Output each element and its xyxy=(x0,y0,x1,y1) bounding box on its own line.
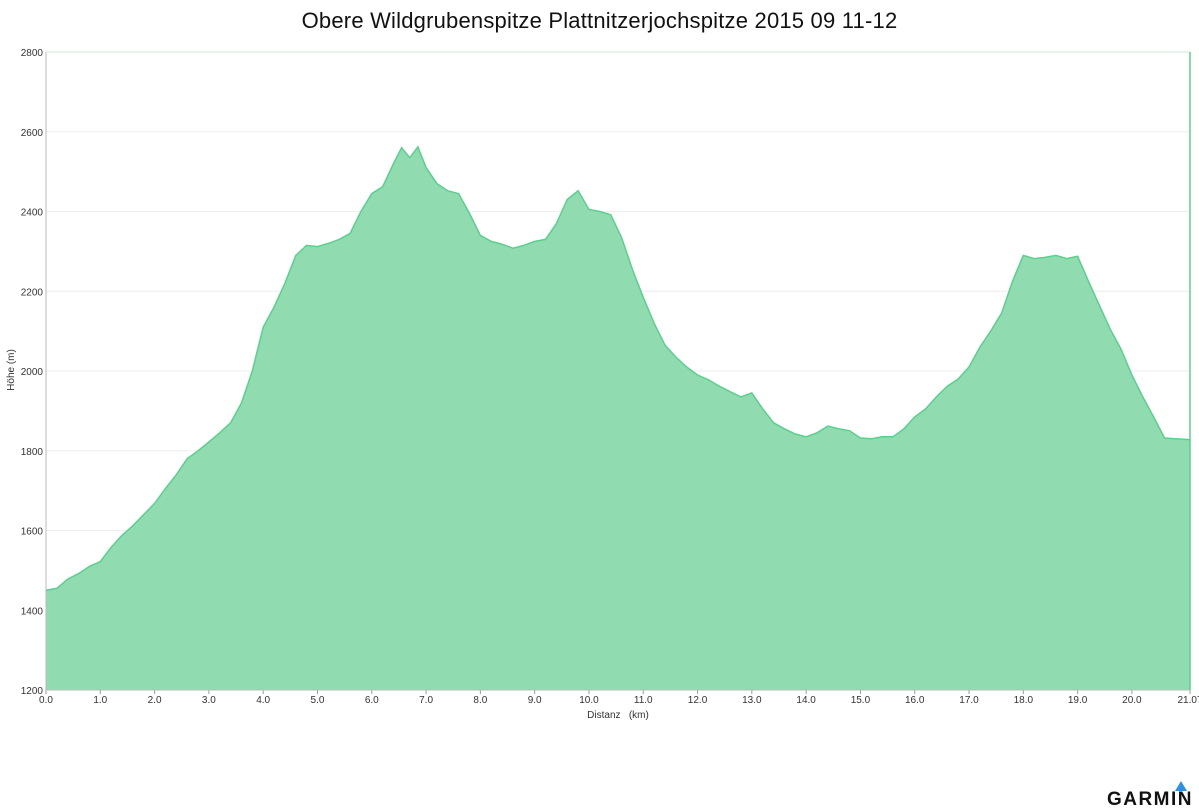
y-tick-label: 2800 xyxy=(21,48,44,59)
elevation-area xyxy=(46,146,1190,690)
x-tick-label: 8.0 xyxy=(473,695,487,706)
x-tick-label: 19.0 xyxy=(1068,695,1088,706)
y-tick-labels: 2800 2600 2400 2200 2000 1800 1600 1400 1200 xyxy=(21,48,44,697)
x-tick-label: 17.0 xyxy=(959,695,979,706)
x-tick-label: 2.0 xyxy=(148,695,162,706)
x-tick-label: 12.0 xyxy=(688,695,708,706)
garmin-logo-text: GARMIN xyxy=(1106,789,1193,810)
y-tick-label: 1400 xyxy=(21,606,44,617)
x-tick-label: 11.0 xyxy=(634,695,653,706)
axes xyxy=(45,51,1191,694)
x-tick-label: 10.0 xyxy=(579,695,599,706)
y-tick-label: 1600 xyxy=(21,527,44,538)
x-tick-label: 3.0 xyxy=(202,695,216,706)
x-tick-label: 20.0 xyxy=(1122,695,1142,706)
x-tick-label: 14.0 xyxy=(796,695,816,706)
y-tick-label: 1800 xyxy=(21,447,44,458)
garmin-logo: GARMIN xyxy=(1083,781,1193,811)
y-tick-label: 2600 xyxy=(21,128,44,139)
garmin-triangle-icon xyxy=(1175,781,1187,791)
x-tick-label: 0.0 xyxy=(39,695,53,706)
x-tick-label: 9.0 xyxy=(528,695,542,706)
x-tick-label: 7.0 xyxy=(419,695,433,706)
y-axis-label: Höhe (m) xyxy=(6,349,17,391)
x-tick-label: 15.0 xyxy=(851,695,871,706)
x-tick-label: 21.07 xyxy=(1177,695,1199,706)
y-tick-label: 2000 xyxy=(21,367,44,378)
x-tick-label: 16.0 xyxy=(905,695,925,706)
x-tick-label: 13.0 xyxy=(742,695,762,706)
y-tick-label: 2200 xyxy=(21,287,44,298)
x-tick-label: 4.0 xyxy=(256,695,270,706)
x-tick-labels: 0.0 1.0 2.0 3.0 4.0 5.0 6.0 7.0 8.0 9.0 10.0 11.0 12… xyxy=(39,695,1199,706)
x-axis-label: Distanz (km) xyxy=(587,710,649,721)
x-tick-label: 6.0 xyxy=(365,695,379,706)
x-tick-label: 5.0 xyxy=(311,695,325,706)
x-tick-label: 1.0 xyxy=(93,695,107,706)
y-tick-label: 1200 xyxy=(21,686,44,697)
chart-title: Obere Wildgrubenspitze Plattnitzerjochsp… xyxy=(301,8,898,33)
x-tick-label: 18.0 xyxy=(1014,695,1034,706)
elevation-line xyxy=(45,145,1191,592)
y-tick-label: 2400 xyxy=(21,208,44,219)
